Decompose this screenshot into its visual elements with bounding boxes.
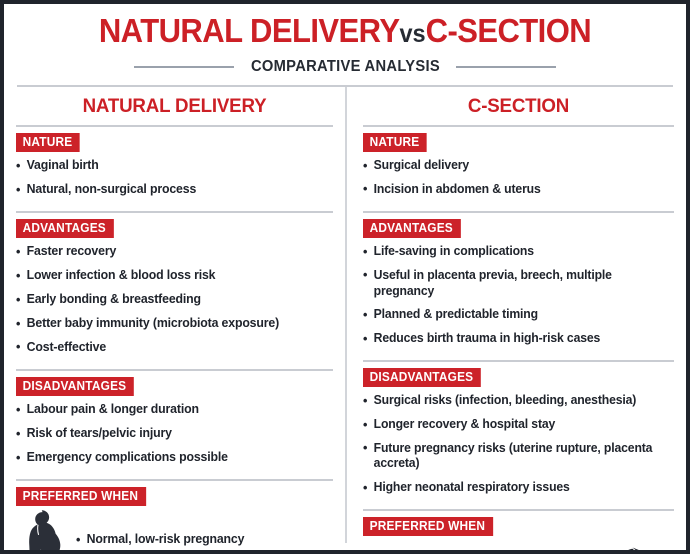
section-divider	[16, 478, 333, 481]
section-advantages-right: ADVANTAGES Life-saving in complications …	[363, 205, 674, 347]
column-title-divider-right	[363, 124, 674, 127]
badge-advantages-left: ADVANTAGES	[16, 218, 114, 239]
list-item: Useful in placenta previa, breech, multi…	[363, 267, 665, 299]
column-title-natural: NATURAL DELIVERY	[82, 94, 267, 117]
subtitle: COMPARATIVE ANALYSIS	[250, 57, 440, 75]
list-item: Lower infection & blood loss risk	[16, 268, 323, 284]
section-preferred-right: PREFERRED WHEN Medical complications thr…	[363, 503, 674, 550]
list-item: Better baby immunity (microbiota exposur…	[16, 316, 323, 332]
list-item: Life-saving in complications	[363, 244, 665, 260]
badge-disadvantages-right: DISADVANTAGES	[363, 367, 481, 388]
column-title-csection: C-SECTION	[467, 94, 570, 117]
section-advantages-left: ADVANTAGES Faster recovery Lower infecti…	[16, 205, 333, 356]
badge-preferred-right: PREFERRED WHEN	[363, 516, 493, 537]
section-preferred-left: PREFERRED WHEN Normal, low-risk pregnanc…	[16, 473, 333, 550]
header: NATURAL DELIVERYvsC-SECTION COMPARATIVE …	[4, 4, 686, 87]
header-divider	[17, 84, 673, 87]
list-item: Risk of tears/pelvic injury	[16, 426, 323, 442]
section-nature-left: NATURE Vaginal birth Natural, non-surgic…	[16, 127, 333, 198]
list-preferred-left: Normal, low-risk pregnancy	[76, 532, 333, 548]
badge-preferred-left: PREFERRED WHEN	[16, 486, 146, 507]
column-natural-delivery: NATURAL DELIVERY NATURE Vaginal birth Na…	[4, 87, 345, 550]
list-nature-left: Vaginal birth Natural, non-surgical proc…	[16, 158, 333, 198]
section-divider	[363, 508, 674, 511]
list-item: Emergency complications possible	[16, 450, 323, 466]
list-advantages-right: Life-saving in complications Useful in p…	[363, 244, 674, 347]
title-part-csection: C-SECTION	[425, 12, 592, 49]
page-title: NATURAL DELIVERYvsC-SECTION	[24, 12, 665, 49]
section-divider	[16, 368, 333, 371]
preferred-body-left: Normal, low-risk pregnancy	[16, 510, 333, 550]
list-item: Labour pain & longer duration	[16, 402, 323, 418]
list-item: Higher neonatal respiratory issues	[363, 480, 665, 496]
badge-nature-left: NATURE	[16, 132, 80, 153]
list-item: Faster recovery	[16, 244, 323, 260]
subtitle-rule-right	[456, 65, 557, 68]
list-item: Normal, low-risk pregnancy	[76, 532, 325, 548]
section-disadvantages-left: DISADVANTAGES Labour pain & longer durat…	[16, 363, 333, 466]
surgical-tools-icon	[629, 547, 638, 550]
comparison-columns: NATURAL DELIVERY NATURE Vaginal birth Na…	[4, 86, 686, 550]
list-item: Future pregnancy risks (uterine rupture,…	[363, 440, 665, 472]
badge-advantages-right: ADVANTAGES	[363, 218, 461, 239]
badge-nature-right: NATURE	[363, 132, 427, 153]
list-item: Reduces birth trauma in high-risk cases	[363, 331, 665, 347]
title-vs: vs	[399, 20, 426, 48]
section-divider	[363, 210, 674, 213]
list-item: Cost-effective	[16, 339, 323, 356]
list-item: Early bonding & breastfeeding	[16, 292, 323, 308]
list-item: Vaginal birth	[16, 158, 323, 174]
list-item: Incision in abdomen & uterus	[363, 181, 665, 198]
title-part-natural: NATURAL DELIVERY	[98, 12, 400, 49]
column-c-section: C-SECTION NATURE Surgical delivery Incis…	[345, 86, 686, 550]
list-item: Surgical risks (infection, bleeding, ane…	[363, 393, 665, 409]
column-title-divider-left	[16, 124, 333, 127]
section-nature-right: NATURE Surgical delivery Incision in abd…	[363, 127, 674, 198]
list-advantages-left: Faster recovery Lower infection & blood …	[16, 244, 333, 356]
list-item: Longer recovery & hospital stay	[363, 417, 665, 433]
section-disadvantages-right: DISADVANTAGES Surgical risks (infection,…	[363, 354, 674, 496]
list-item: Natural, non-surgical process	[16, 182, 323, 198]
section-divider	[363, 359, 674, 362]
list-disadvantages-right: Surgical risks (infection, bleeding, ane…	[363, 393, 674, 496]
list-disadvantages-left: Labour pain & longer duration Risk of te…	[16, 402, 333, 466]
pregnant-woman-icon	[29, 510, 61, 550]
list-nature-right: Surgical delivery Incision in abdomen & …	[363, 158, 674, 198]
list-item: Planned & predictable timing	[363, 307, 665, 323]
preferred-body-right: Medical complications threaten mother/ba…	[363, 540, 674, 550]
badge-disadvantages-left: DISADVANTAGES	[16, 376, 134, 397]
section-divider	[16, 210, 333, 213]
preferred-text-left: Normal, low-risk pregnancy	[76, 532, 333, 550]
subtitle-row: COMPARATIVE ANALYSIS	[4, 58, 686, 76]
list-item: Surgical delivery	[363, 158, 665, 174]
subtitle-rule-left	[134, 65, 234, 68]
